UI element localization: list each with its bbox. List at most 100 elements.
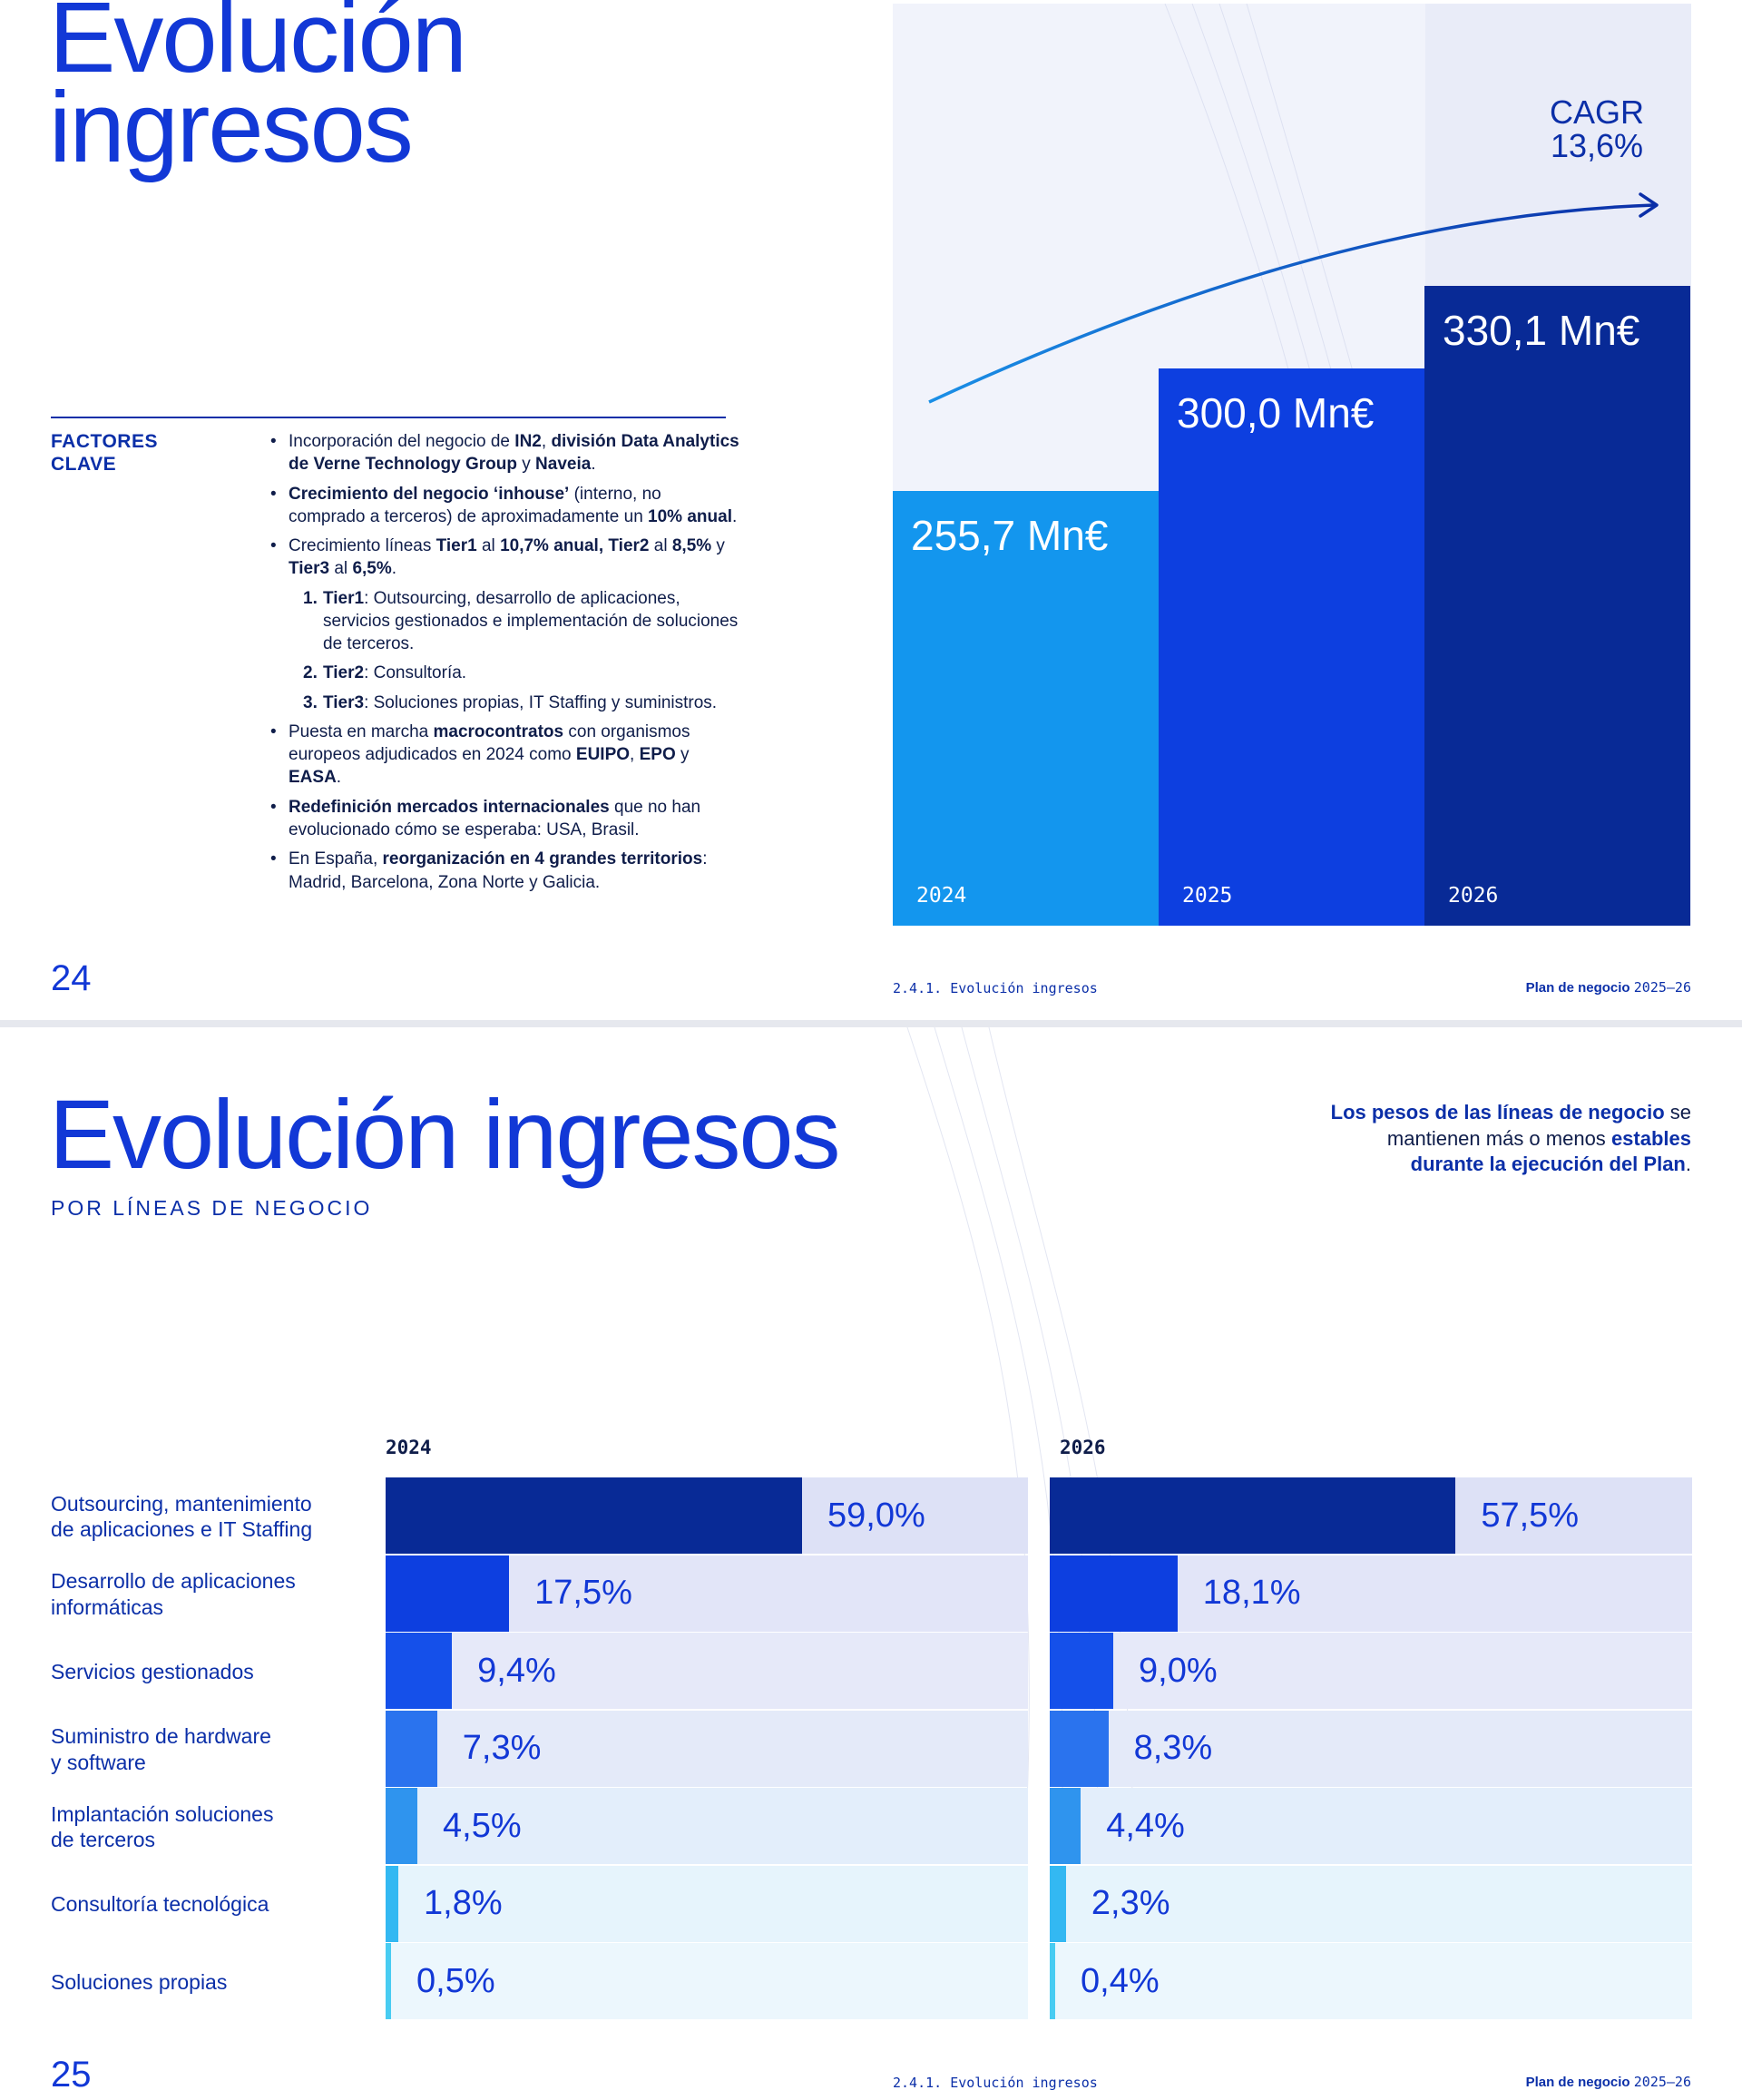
bullet-text: y (675, 745, 690, 765)
bullet-emphasis: EPO (639, 745, 676, 765)
bar-2024-0 (386, 1477, 802, 1554)
bar-value-label: 59,0% (827, 1496, 925, 1535)
bullet-text: : Consultoría. (364, 663, 467, 683)
business-line-label-line: y software (51, 1750, 146, 1774)
bar-2026-3 (1050, 1710, 1109, 1787)
bar-track: 57,5% (1050, 1477, 1692, 1554)
business-line-label-line: Outsourcing, mantenimiento (51, 1491, 312, 1516)
item-number: 2. (303, 663, 318, 683)
cagr-value: 13,6% (1550, 126, 1644, 164)
bullet-text: : Soluciones propias, IT Staffing y sumi… (364, 692, 718, 712)
factores-list: Incorporación del negocio de IN2, divisi… (269, 430, 740, 900)
page2-footer-section: 2.4.1. Evolución ingresos (893, 2075, 1098, 2091)
bar-2024-5 (386, 1865, 398, 1942)
slide-evolucion-ingresos: Evolución ingresos FACTORES CLAVE Incorp… (0, 0, 1742, 1020)
note-bold-1: Los pesos de las líneas de negocio (1330, 1101, 1665, 1124)
bullet-emphasis: Tier2 (323, 663, 365, 683)
business-line-label-line: Soluciones propias (51, 1969, 228, 1994)
bullet-text: Incorporación del negocio de (289, 432, 515, 451)
page2-footer-plan-years: 2025–26 (1633, 2074, 1691, 2090)
bullet-text: , (630, 745, 640, 765)
bar-value-label: 0,4% (1081, 1961, 1160, 2000)
bullet-text: que no han evolucionado cómo se esperaba… (289, 797, 701, 839)
business-line-label: Implantación soluciones de terceros (51, 1788, 350, 1866)
bullet-text: , (541, 432, 552, 451)
business-line-label: Desarrollo de aplicaciones informáticas (51, 1555, 350, 1634)
factores-divider (51, 417, 726, 418)
bullet-emphasis: 10,7% anual, (500, 536, 604, 556)
bullet-text: (interno, no comprado a terceros) de apr… (289, 484, 661, 526)
bullet-emphasis: Crecimiento del negocio ‘inhouse’ (289, 484, 570, 504)
business-line-label: Servicios gestionados (51, 1633, 350, 1711)
bar-track: 0,5% (386, 1943, 1028, 2019)
business-line-label-line: de aplicaciones e IT Staffing (51, 1517, 313, 1541)
bar-2024-4 (386, 1788, 417, 1864)
revenue-bar-2024: 255,7 Mn€ 2024 (893, 491, 1159, 926)
revenue-bar-2026: 330,1 Mn€ 2026 (1424, 286, 1690, 926)
bullet-emphasis: EUIPO (575, 745, 631, 765)
footer-plan: Plan de negocio 2025–26 (1526, 979, 1691, 996)
bullet-emphasis: 10% anual (648, 506, 732, 526)
business-line-label-line: Suministro de hardware (51, 1724, 271, 1749)
bullet-text: : Madrid, Barcelona, Zona Norte y Galici… (289, 849, 708, 892)
bar-track: 59,0% (386, 1477, 1028, 1554)
bullet-text: . (391, 559, 397, 579)
bullet-text: y (711, 536, 725, 556)
bullet-emphasis: Tier1 (323, 588, 365, 608)
factor-bullet: Redefinición mercados internacionales qu… (269, 796, 740, 842)
column-heading-2024: 2024 (386, 1437, 432, 1458)
bullet-text: y (516, 455, 536, 475)
tier-definition-item: 1. Tier1: Outsourcing, desarrollo de apli… (269, 587, 740, 656)
tier-definition-item: 3. Tier3: Soluciones propias, IT Staffing… (269, 692, 740, 714)
factor-bullet: Crecimiento del negocio ‘inhouse’ (inter… (269, 483, 740, 529)
title-line-2: ingresos (49, 72, 414, 183)
bullet-emphasis: reorganización en 4 grandes territorios (382, 849, 703, 869)
revenue-bar-value: 300,0 Mn€ (1177, 389, 1375, 437)
bar-value-label: 4,4% (1106, 1806, 1185, 1845)
bullet-text: al (476, 536, 501, 556)
bar-track: 1,8% (386, 1865, 1028, 1942)
factores-label-line-1: FACTORES (51, 431, 158, 452)
bar-value-label: 1,8% (424, 1884, 503, 1922)
revenue-bar-year: 2024 (916, 884, 967, 908)
bar-track: 9,0% (1050, 1633, 1692, 1709)
bullet-emphasis: 8,5% (671, 536, 712, 556)
bar-2026-2 (1050, 1633, 1114, 1709)
bar-value-label: 18,1% (1202, 1574, 1301, 1612)
business-line-label-line: Implantación soluciones (51, 1801, 274, 1826)
bullet-text: . (731, 506, 738, 526)
bar-value-label: 8,3% (1133, 1729, 1213, 1767)
bar-track: 7,3% (386, 1710, 1028, 1787)
bar-value-label: 2,3% (1091, 1884, 1170, 1922)
bullet-emphasis: Tier2 (608, 536, 650, 556)
factor-bullet: En España, reorganización en 4 grandes t… (269, 848, 740, 894)
bar-track: 2,3% (1050, 1865, 1692, 1942)
bar-value-label: 9,4% (477, 1651, 556, 1690)
column-heading-2026: 2026 (1060, 1437, 1106, 1458)
bar-value-label: 57,5% (1481, 1496, 1580, 1535)
page2-subtitle: POR LÍNEAS DE NEGOCIO (51, 1196, 373, 1220)
bullet-emphasis: Tier3 (323, 692, 365, 712)
bullet-text: : Outsourcing, desarrollo de aplicacione… (323, 588, 739, 654)
factores-label-line-2: CLAVE (51, 454, 117, 476)
bar-2024-6 (386, 1943, 391, 2019)
bar-2024-1 (386, 1555, 510, 1632)
business-line-label: Soluciones propias (51, 1943, 350, 2021)
item-number: 3. (303, 692, 318, 712)
note-plain-1: se mantienen más o menos (1386, 1101, 1691, 1150)
business-line-label-line: Servicios gestionados (51, 1659, 254, 1683)
bar-value-label: 0,5% (416, 1961, 495, 2000)
page-number: 24 (51, 958, 92, 998)
title-line-1: Evolución (49, 0, 467, 93)
bar-track: 9,4% (386, 1633, 1028, 1709)
cagr-label: CAGR (1549, 93, 1644, 131)
bullet-text: con organismos europeos adjudicados en 2… (289, 721, 690, 765)
tier-definition-item: 2. Tier2: Consultoría. (269, 662, 740, 684)
bar-2026-6 (1050, 1943, 1055, 2019)
bar-2024-3 (386, 1710, 437, 1787)
bar-value-label: 4,5% (443, 1806, 522, 1845)
page2-footer-plan-label: Plan de negocio (1525, 2075, 1630, 2090)
bullet-text: al (649, 536, 672, 556)
bullet-text: . (591, 455, 596, 475)
bar-track: 4,5% (386, 1788, 1028, 1864)
